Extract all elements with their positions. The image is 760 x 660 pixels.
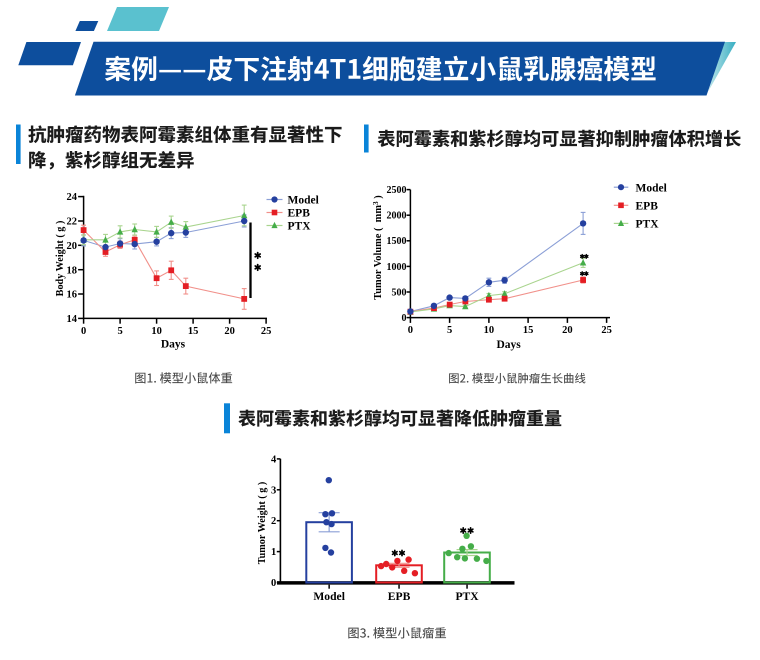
svg-text:EPB: EPB <box>636 200 659 212</box>
svg-text:5: 5 <box>117 326 122 337</box>
svg-text:Body Weight ( g ): Body Weight ( g ) <box>55 221 66 297</box>
svg-text:EPB: EPB <box>388 590 411 603</box>
svg-text:PTX: PTX <box>288 221 312 233</box>
svg-text:Model: Model <box>636 182 667 194</box>
svg-text:14: 14 <box>67 314 78 325</box>
svg-text:4: 4 <box>271 454 277 465</box>
svg-text:Tumor Volume ( mm3 ): Tumor Volume ( mm3 ) <box>371 195 384 299</box>
svg-text:2: 2 <box>271 516 276 527</box>
svg-text:15: 15 <box>523 325 534 336</box>
svg-text:20: 20 <box>562 325 573 336</box>
svg-text:Model: Model <box>313 590 345 603</box>
svg-text:20: 20 <box>224 326 235 337</box>
svg-text:1000: 1000 <box>387 262 407 273</box>
svg-text:Days: Days <box>161 339 186 351</box>
svg-text:16: 16 <box>67 290 78 301</box>
svg-text:10: 10 <box>484 325 495 336</box>
svg-text:20: 20 <box>67 241 78 252</box>
svg-text:10: 10 <box>151 326 162 337</box>
svg-text:1: 1 <box>271 547 276 558</box>
svg-text:18: 18 <box>67 265 78 276</box>
svg-text:0: 0 <box>402 313 407 324</box>
svg-text:Days: Days <box>496 339 521 351</box>
svg-text:2000: 2000 <box>387 211 407 222</box>
svg-text:15: 15 <box>188 326 199 337</box>
svg-text:25: 25 <box>261 326 272 337</box>
svg-text:PTX: PTX <box>455 590 479 603</box>
svg-text:22: 22 <box>67 217 78 228</box>
svg-text:500: 500 <box>392 287 407 298</box>
svg-text:5: 5 <box>447 325 452 336</box>
svg-text:2500: 2500 <box>387 185 407 196</box>
svg-text:0: 0 <box>408 325 413 336</box>
svg-text:0: 0 <box>271 578 276 589</box>
svg-text:Tumor Weight ( g ): Tumor Weight ( g ) <box>257 482 268 564</box>
svg-text:1500: 1500 <box>387 236 407 247</box>
svg-text:25: 25 <box>601 325 612 336</box>
svg-text:Model: Model <box>288 195 319 207</box>
svg-text:PTX: PTX <box>636 219 660 231</box>
svg-text:EPB: EPB <box>288 208 311 220</box>
svg-text:0: 0 <box>81 326 86 337</box>
svg-text:3: 3 <box>271 485 276 496</box>
svg-text:24: 24 <box>67 192 78 203</box>
